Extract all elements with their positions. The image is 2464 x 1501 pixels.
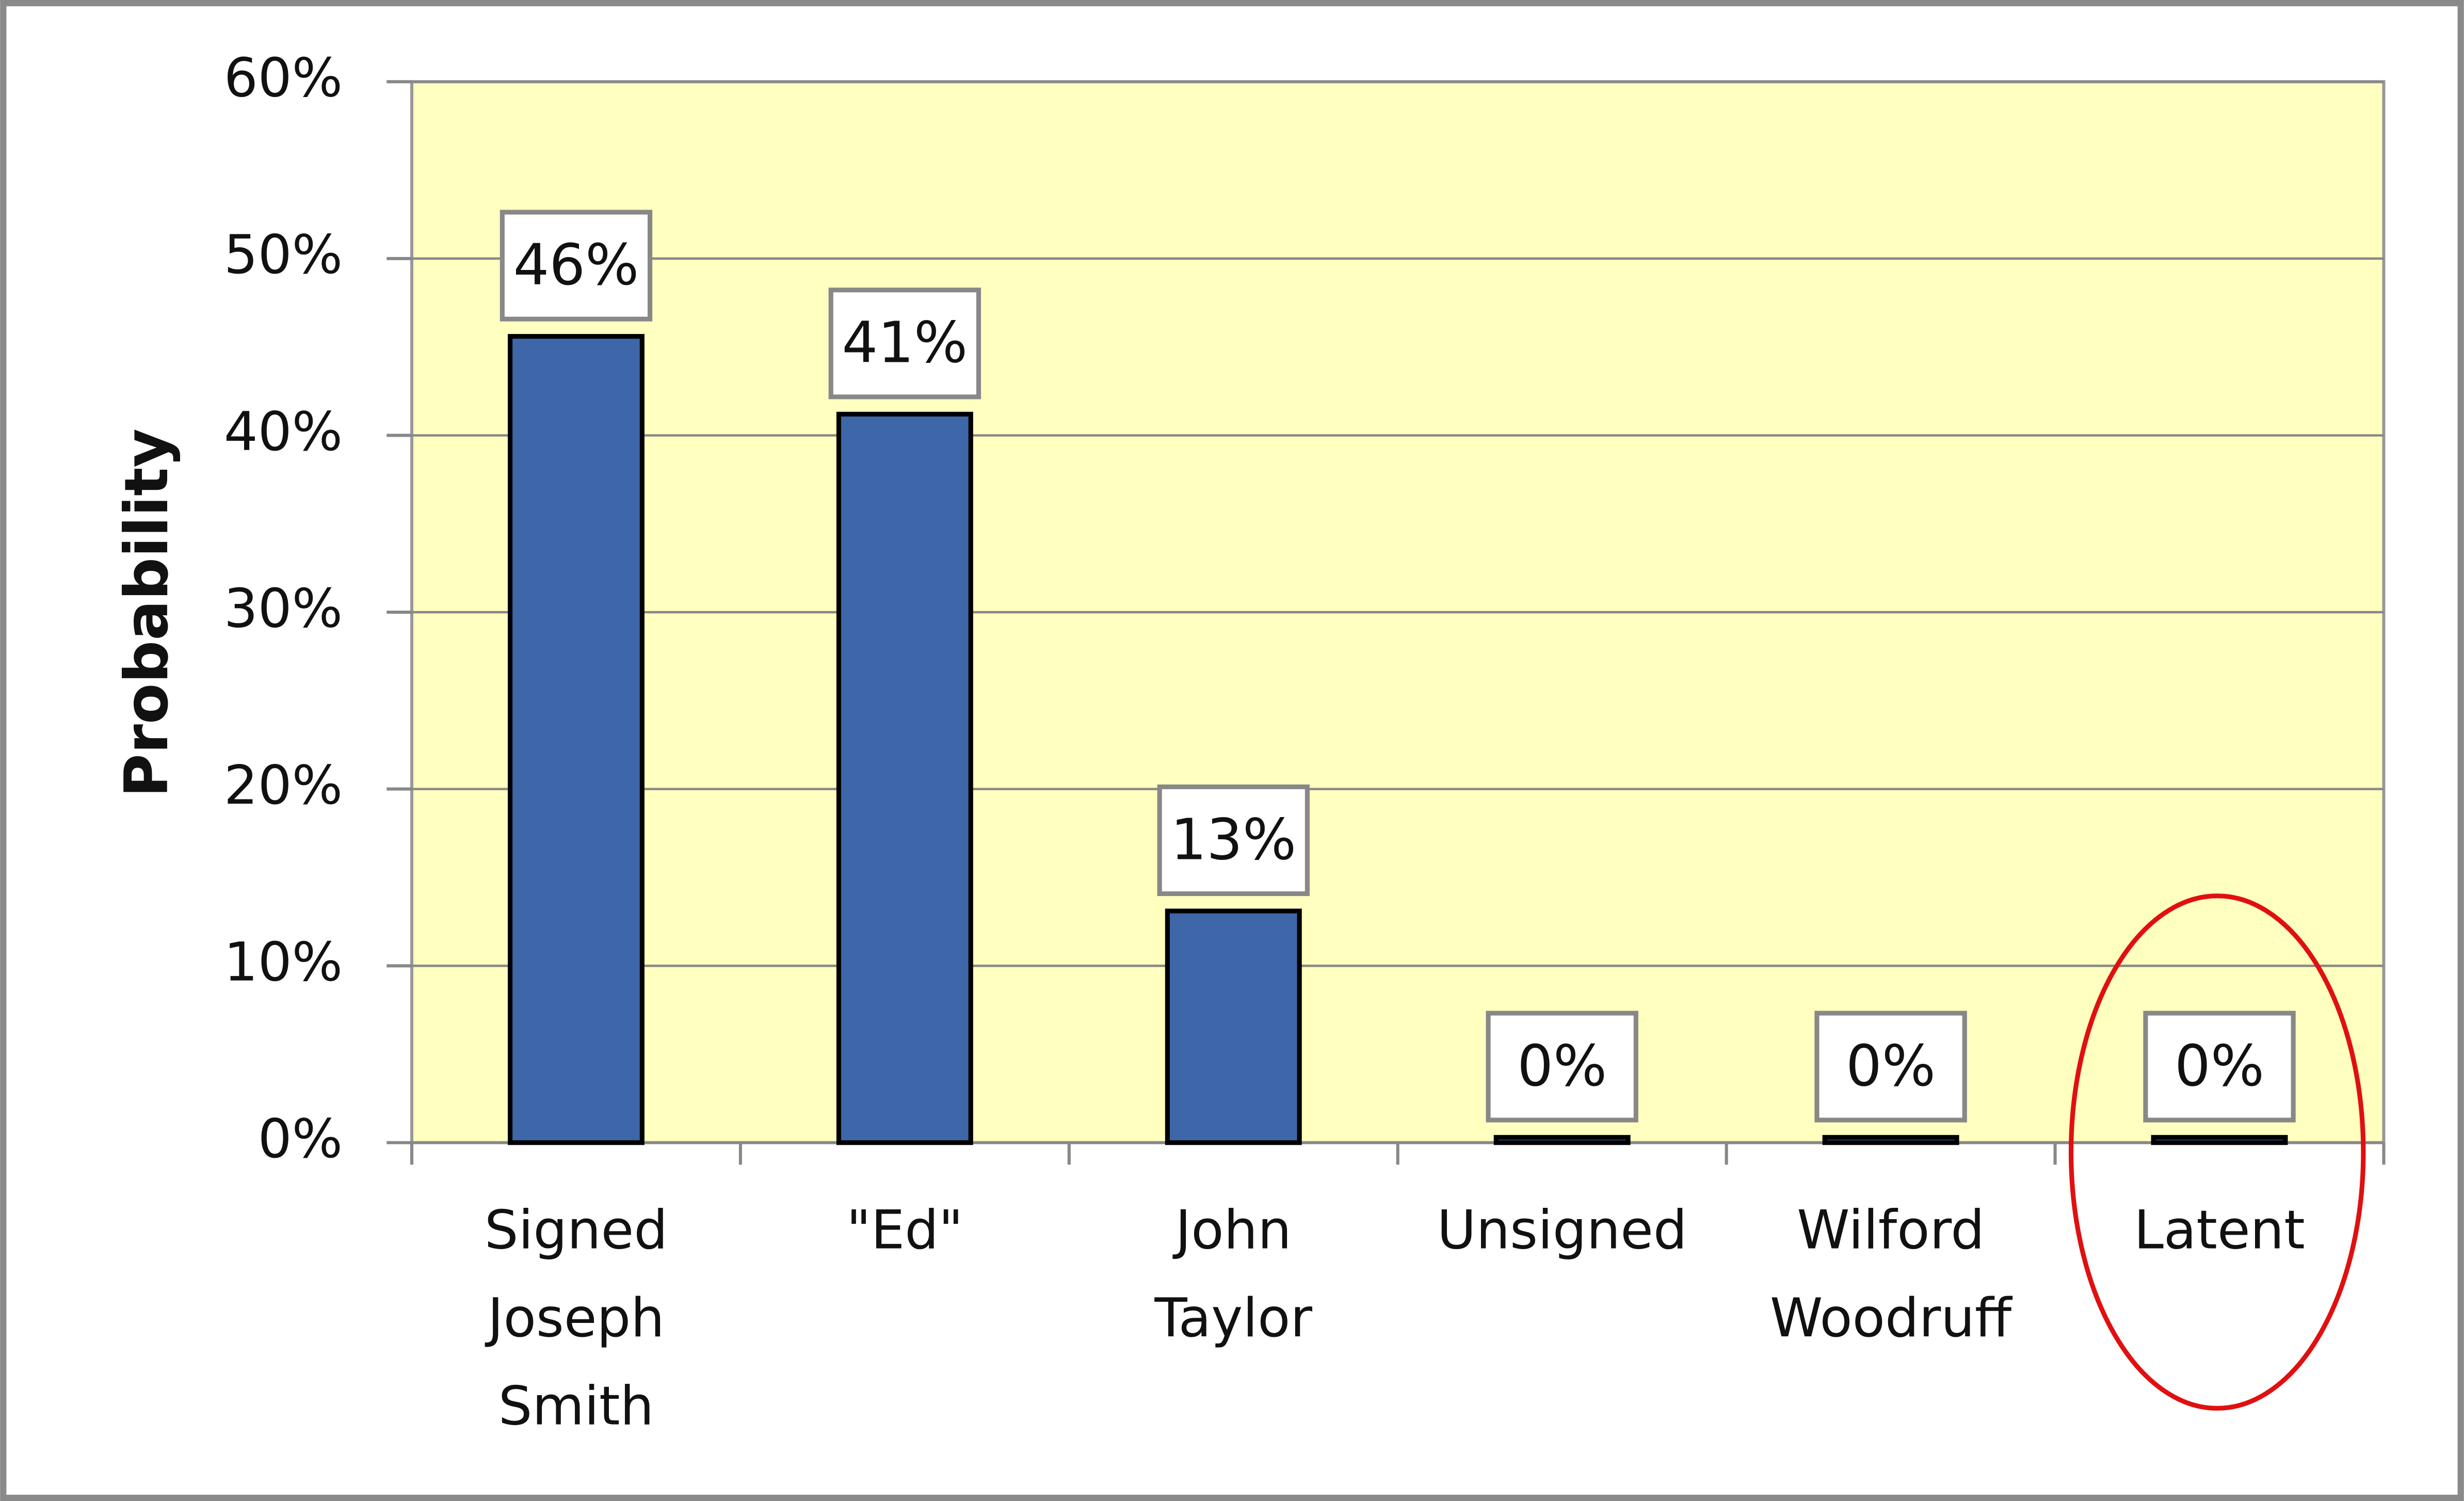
data-label: 41% <box>842 310 968 376</box>
y-tick-label: 0% <box>258 1108 343 1170</box>
bar <box>507 334 645 1145</box>
y-tick-label: 50% <box>224 224 343 286</box>
x-tick-label: "Ed" <box>846 1200 963 1262</box>
y-tick-label: 30% <box>224 578 343 640</box>
y-tick-label: 10% <box>224 931 343 993</box>
y-tick-label: 60% <box>224 47 343 109</box>
data-label-box <box>2143 1011 2296 1123</box>
x-tick-label: Latent <box>2134 1200 2305 1262</box>
data-label: 13% <box>1170 806 1296 872</box>
bar <box>1493 1135 1631 1145</box>
y-tick-label: 20% <box>224 755 343 817</box>
data-label: 0% <box>2175 1033 2264 1099</box>
bar <box>836 411 973 1145</box>
plot: 0% 10% 20% 30% 40% 50% 60% Signed Joseph Smith 46%… <box>224 47 2386 1438</box>
y-tick-label: 40% <box>224 401 343 463</box>
data-label: 46% <box>513 232 639 298</box>
data-label-box <box>1157 784 1310 897</box>
x-tick-label: John Taylor <box>1154 1200 1313 1350</box>
data-label-box <box>1814 1011 1967 1123</box>
highlight-ellipse <box>2068 893 2366 1411</box>
y-axis-label: Probability <box>112 428 182 797</box>
x-tick-label: Signed Joseph Smith <box>485 1200 668 1438</box>
bar <box>1165 908 1302 1145</box>
x-tick-label: Unsigned <box>1437 1200 1687 1262</box>
x-tick-label: Wilford Woodruff <box>1770 1200 2013 1350</box>
data-label-box <box>500 210 653 322</box>
bar <box>1822 1135 1959 1145</box>
bar <box>2151 1135 2288 1145</box>
data-label-box <box>1486 1011 1638 1123</box>
data-label-box <box>828 288 981 400</box>
data-label: 0% <box>1517 1033 1607 1099</box>
data-label: 0% <box>1846 1033 1936 1099</box>
